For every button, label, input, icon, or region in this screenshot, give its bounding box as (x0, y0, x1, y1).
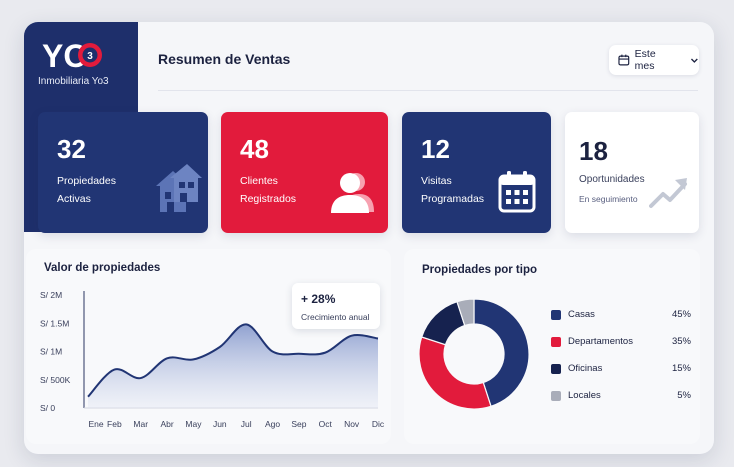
series-line (87, 323, 379, 398)
stat-label-line1: Clientes (240, 175, 278, 187)
calendar-small-icon (618, 54, 630, 66)
stat-value: 18 (579, 136, 608, 166)
stat-card-opportunities[interactable]: 18 Oportunidades En seguimiento (565, 112, 699, 233)
legend-swatch (551, 391, 561, 401)
stat-value: 32 (57, 134, 86, 164)
stat-label-line2: Registrados (240, 193, 297, 205)
y-tick-label: S/ 500K (40, 375, 71, 385)
stat-label: Clientes Registrados (240, 172, 296, 208)
x-tick-label: Jun (213, 419, 227, 429)
header-divider (158, 90, 698, 91)
donut-chart-svg (418, 298, 530, 410)
x-tick-label: Ene (88, 419, 103, 429)
stat-card-properties[interactable]: 32 Propiedades Activas (38, 112, 208, 233)
chart-title: Valor de propiedades (44, 262, 161, 274)
stat-label-line1: Oportunidades (579, 174, 645, 185)
stat-label-line1: Propiedades (57, 175, 116, 187)
area-fill (88, 324, 378, 408)
brand-badge: 3 (87, 51, 93, 62)
legend-item[interactable]: Casas 45% (551, 306, 691, 333)
legend-percent: 15% (671, 363, 691, 374)
house-icon (156, 164, 202, 212)
x-tick-label: Jul (241, 419, 252, 429)
period-label: Este mes (634, 48, 656, 72)
area-chart-svg: S/ 0 S/ 500K S/ 1M S/ 1.5M S/ 2M Ene Feb Mar Abr… (40, 290, 384, 429)
property-value-chart (26, 249, 391, 444)
x-tick-label: Nov (344, 419, 360, 429)
stat-label: Propiedades Activas (57, 172, 116, 208)
growth-tooltip: + 28% Crecimiento anual (292, 283, 380, 329)
stat-label: Visitas Programadas (421, 172, 484, 208)
donut-slice-oficinas[interactable] (420, 300, 466, 346)
donut-slice-casas[interactable] (473, 298, 530, 408)
calendar-icon (498, 171, 536, 213)
stat-value: 48 (240, 134, 269, 164)
x-tick-label: Ago (265, 419, 280, 429)
legend-label: Departamentos (568, 336, 633, 347)
page-title: Resumen de Ventas (158, 51, 291, 67)
stat-value: 12 (421, 134, 450, 164)
x-tick-label: Sep (291, 419, 306, 429)
growth-value: + 28% (301, 292, 336, 306)
legend-item[interactable]: Departamentos 35% (551, 333, 691, 360)
stat-card-clients[interactable]: 48 Clientes Registrados (221, 112, 388, 233)
x-tick-label: May (185, 419, 202, 429)
stat-label-line2: Programadas (421, 193, 485, 205)
y-tick-label: S/ 2M (40, 290, 62, 300)
donut-slice-locales[interactable] (456, 298, 475, 327)
x-tick-label: Abr (160, 419, 173, 429)
donut-slice-departamentos[interactable] (418, 336, 492, 410)
stat-label-line2: En seguimiento (579, 194, 638, 204)
pie-title: Propiedades por tipo (422, 264, 538, 276)
brand-caption: Inmobiliaria Yo3 (38, 76, 109, 87)
pie-legend: Casas 45% Departamentos 35% Oficinas 15% Local… (551, 306, 691, 414)
legend-swatch (551, 364, 561, 374)
dashboard-panel: YO 3 Inmobiliaria Yo3 Resumen de Ventas … (24, 22, 714, 454)
x-tick-label: Mar (133, 419, 148, 429)
legend-item[interactable]: Oficinas 15% (551, 360, 691, 387)
chevron-down-icon (691, 58, 699, 63)
legend-label: Oficinas (568, 363, 603, 374)
brand-logo: YO 3 (42, 38, 102, 72)
stat-label-line1: Visitas (421, 175, 452, 187)
stat-card-visits[interactable]: 12 Visitas Programadas (402, 112, 551, 233)
legend-percent: 45% (671, 309, 691, 320)
legend-item[interactable]: Locales 5% (551, 387, 691, 414)
stat-label-line2: Activas (57, 193, 91, 205)
trend-up-icon (649, 178, 687, 208)
y-tick-label: S/ 1M (40, 347, 62, 357)
y-tick-label: S/ 0 (40, 403, 55, 413)
x-tick-label: Dic (372, 419, 384, 429)
growth-label: Crecimiento anual (301, 312, 370, 322)
legend-percent: 35% (671, 336, 691, 347)
period-select-button[interactable]: Este mes (609, 45, 699, 75)
x-tick-label: Feb (107, 419, 122, 429)
y-tick-label: S/ 1.5M (40, 318, 69, 328)
legend-label: Casas (568, 309, 595, 320)
legend-percent: 5% (677, 390, 691, 401)
legend-swatch (551, 337, 561, 347)
legend-swatch (551, 310, 561, 320)
legend-label: Locales (568, 390, 601, 401)
x-tick-label: Oct (319, 419, 333, 429)
user-icon (331, 173, 374, 213)
